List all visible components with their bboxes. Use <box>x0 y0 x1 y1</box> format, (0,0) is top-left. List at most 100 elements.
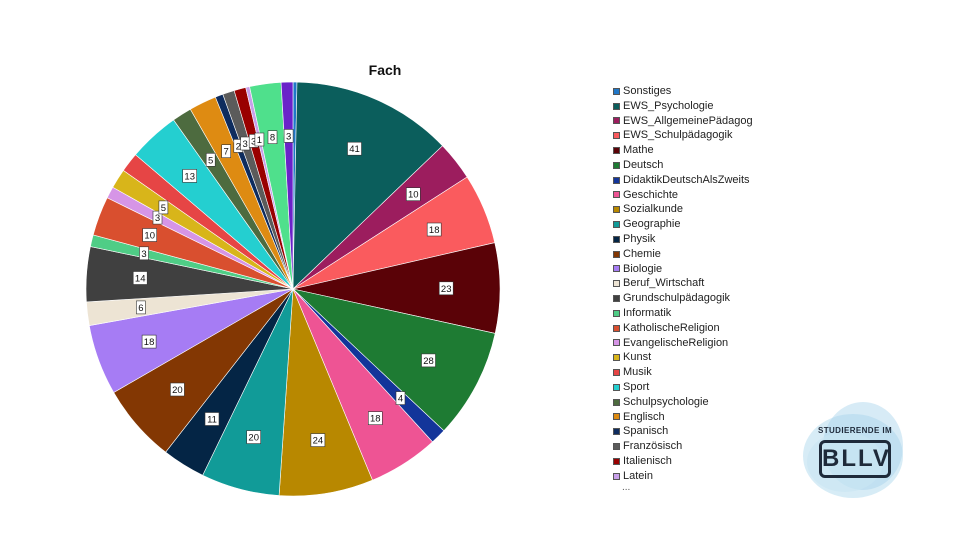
legend-label: Informatik <box>623 306 672 319</box>
legend-swatch <box>613 221 620 229</box>
slice-value-label: 10 <box>405 187 421 201</box>
slice-value-label: 41 <box>347 141 362 156</box>
svg-text:8: 8 <box>270 133 275 144</box>
legend-swatch <box>613 132 620 140</box>
legend-swatch <box>613 295 620 303</box>
svg-text:6: 6 <box>138 303 143 314</box>
legend-swatch <box>613 191 620 199</box>
legend-swatch <box>613 443 620 451</box>
slice-value-label: 1 <box>254 132 265 147</box>
legend-swatch <box>613 339 620 347</box>
slice-value-label: 18 <box>141 334 157 349</box>
legend-label: Musik <box>623 366 652 379</box>
legend-swatch <box>613 413 620 421</box>
slice-value-label: 4 <box>395 391 406 405</box>
slice-value-label: 3 <box>152 210 163 225</box>
legend-label: Latein <box>623 469 653 482</box>
slice-value-label: 10 <box>142 228 157 242</box>
slice-value-label: 24 <box>310 433 326 447</box>
legend-item: Musik <box>613 365 753 380</box>
legend-swatch <box>613 354 620 362</box>
pie-slice <box>292 288 496 432</box>
pie-slice <box>292 81 443 290</box>
svg-text:41: 41 <box>349 144 360 155</box>
legend-label: Sonstiges <box>623 85 672 97</box>
slice-value-label: 20 <box>246 430 261 444</box>
slice-value-label: 28 <box>421 353 436 368</box>
legend-swatch <box>613 398 620 406</box>
legend-item: Französisch <box>613 439 753 454</box>
legend-swatch <box>613 176 620 184</box>
legend-item: Grundschulpädagogik <box>613 291 753 306</box>
legend-more-indicator: ... <box>622 481 631 493</box>
legend-label: Sport <box>623 380 650 393</box>
svg-text:3: 3 <box>251 136 256 147</box>
legend-item: Biologie <box>613 262 753 277</box>
svg-text:11: 11 <box>207 415 217 426</box>
svg-text:3: 3 <box>155 213 160 224</box>
svg-text:10: 10 <box>144 231 155 242</box>
svg-text:20: 20 <box>172 385 183 396</box>
slice-value-label: 6 <box>136 300 146 315</box>
legend-label: Deutsch <box>623 158 664 171</box>
legend-label: Geographie <box>623 218 681 231</box>
svg-text:20: 20 <box>248 433 259 444</box>
legend-item: Informatik <box>613 306 753 321</box>
slice-value-label: 5 <box>158 200 169 215</box>
chart-title: Fach <box>368 62 402 78</box>
svg-text:18: 18 <box>429 225 440 236</box>
legend-swatch <box>613 324 620 332</box>
legend-item: Latein <box>613 469 753 484</box>
slice-value-label: 8 <box>267 130 278 144</box>
legend-item: Kunst <box>613 350 753 365</box>
legend-item: Mathe <box>613 143 753 158</box>
legend-label: Grundschulpädagogik <box>623 292 731 305</box>
legend-swatch <box>613 147 620 155</box>
legend-item: Sonstiges <box>613 84 753 99</box>
chart-legend: Sonstiges EWS_Psychologie EWS_AllgemeinePä… <box>613 84 753 492</box>
slice-value-label: 18 <box>367 411 383 426</box>
legend-label: EvangelischeReligion <box>623 336 729 349</box>
legend-swatch <box>613 250 620 258</box>
legend-item: Deutsch <box>613 158 753 173</box>
svg-text:13: 13 <box>184 171 195 182</box>
svg-text:1: 1 <box>257 135 262 146</box>
svg-text:28: 28 <box>423 356 434 367</box>
svg-text:23: 23 <box>441 284 452 295</box>
legend-label: EWS_AllgemeinePädagog <box>623 114 753 127</box>
legend-swatch <box>613 280 620 288</box>
legend-item: Chemie <box>613 247 753 262</box>
legend-item: Italienisch <box>613 454 753 469</box>
legend-label: Englisch <box>623 410 665 423</box>
legend-label: Kunst <box>623 351 652 364</box>
slice-value-label: 5 <box>205 153 216 167</box>
legend-swatch <box>613 265 620 273</box>
slice-value-label: 23 <box>438 281 454 296</box>
svg-text:18: 18 <box>370 414 381 425</box>
legend-label: Mathe <box>623 144 654 157</box>
svg-text:2: 2 <box>236 141 241 152</box>
legend-item: EvangelischeReligion <box>613 336 753 351</box>
legend-label: Französisch <box>623 440 683 453</box>
legend-swatch <box>613 457 620 465</box>
legend-swatch <box>613 383 620 391</box>
svg-text:3: 3 <box>243 139 248 150</box>
slice-value-label: 13 <box>182 169 197 183</box>
legend-label: Biologie <box>623 262 663 275</box>
slice-value-label: 11 <box>204 412 220 426</box>
svg-text:4: 4 <box>398 394 403 405</box>
slice-value-label: 18 <box>426 222 442 237</box>
slice-value-label: 20 <box>170 382 185 397</box>
legend-label: Beruf_Wirtschaft <box>623 277 705 290</box>
legend-item: Geschichte <box>613 188 753 203</box>
legend-label: DidaktikDeutschAlsZweits <box>623 173 750 186</box>
bllv-logo: STUDIERENDE IM BLLV <box>795 390 915 508</box>
legend-item: Schulpsychologie <box>613 395 753 410</box>
legend-item: Englisch <box>613 410 753 425</box>
slice-value-label: 7 <box>221 144 231 158</box>
legend-label: Geschichte <box>623 188 679 201</box>
legend-item: Sport <box>613 380 753 395</box>
legend-item: KatholischeReligion <box>613 321 753 336</box>
legend-item: Physik <box>613 232 753 247</box>
